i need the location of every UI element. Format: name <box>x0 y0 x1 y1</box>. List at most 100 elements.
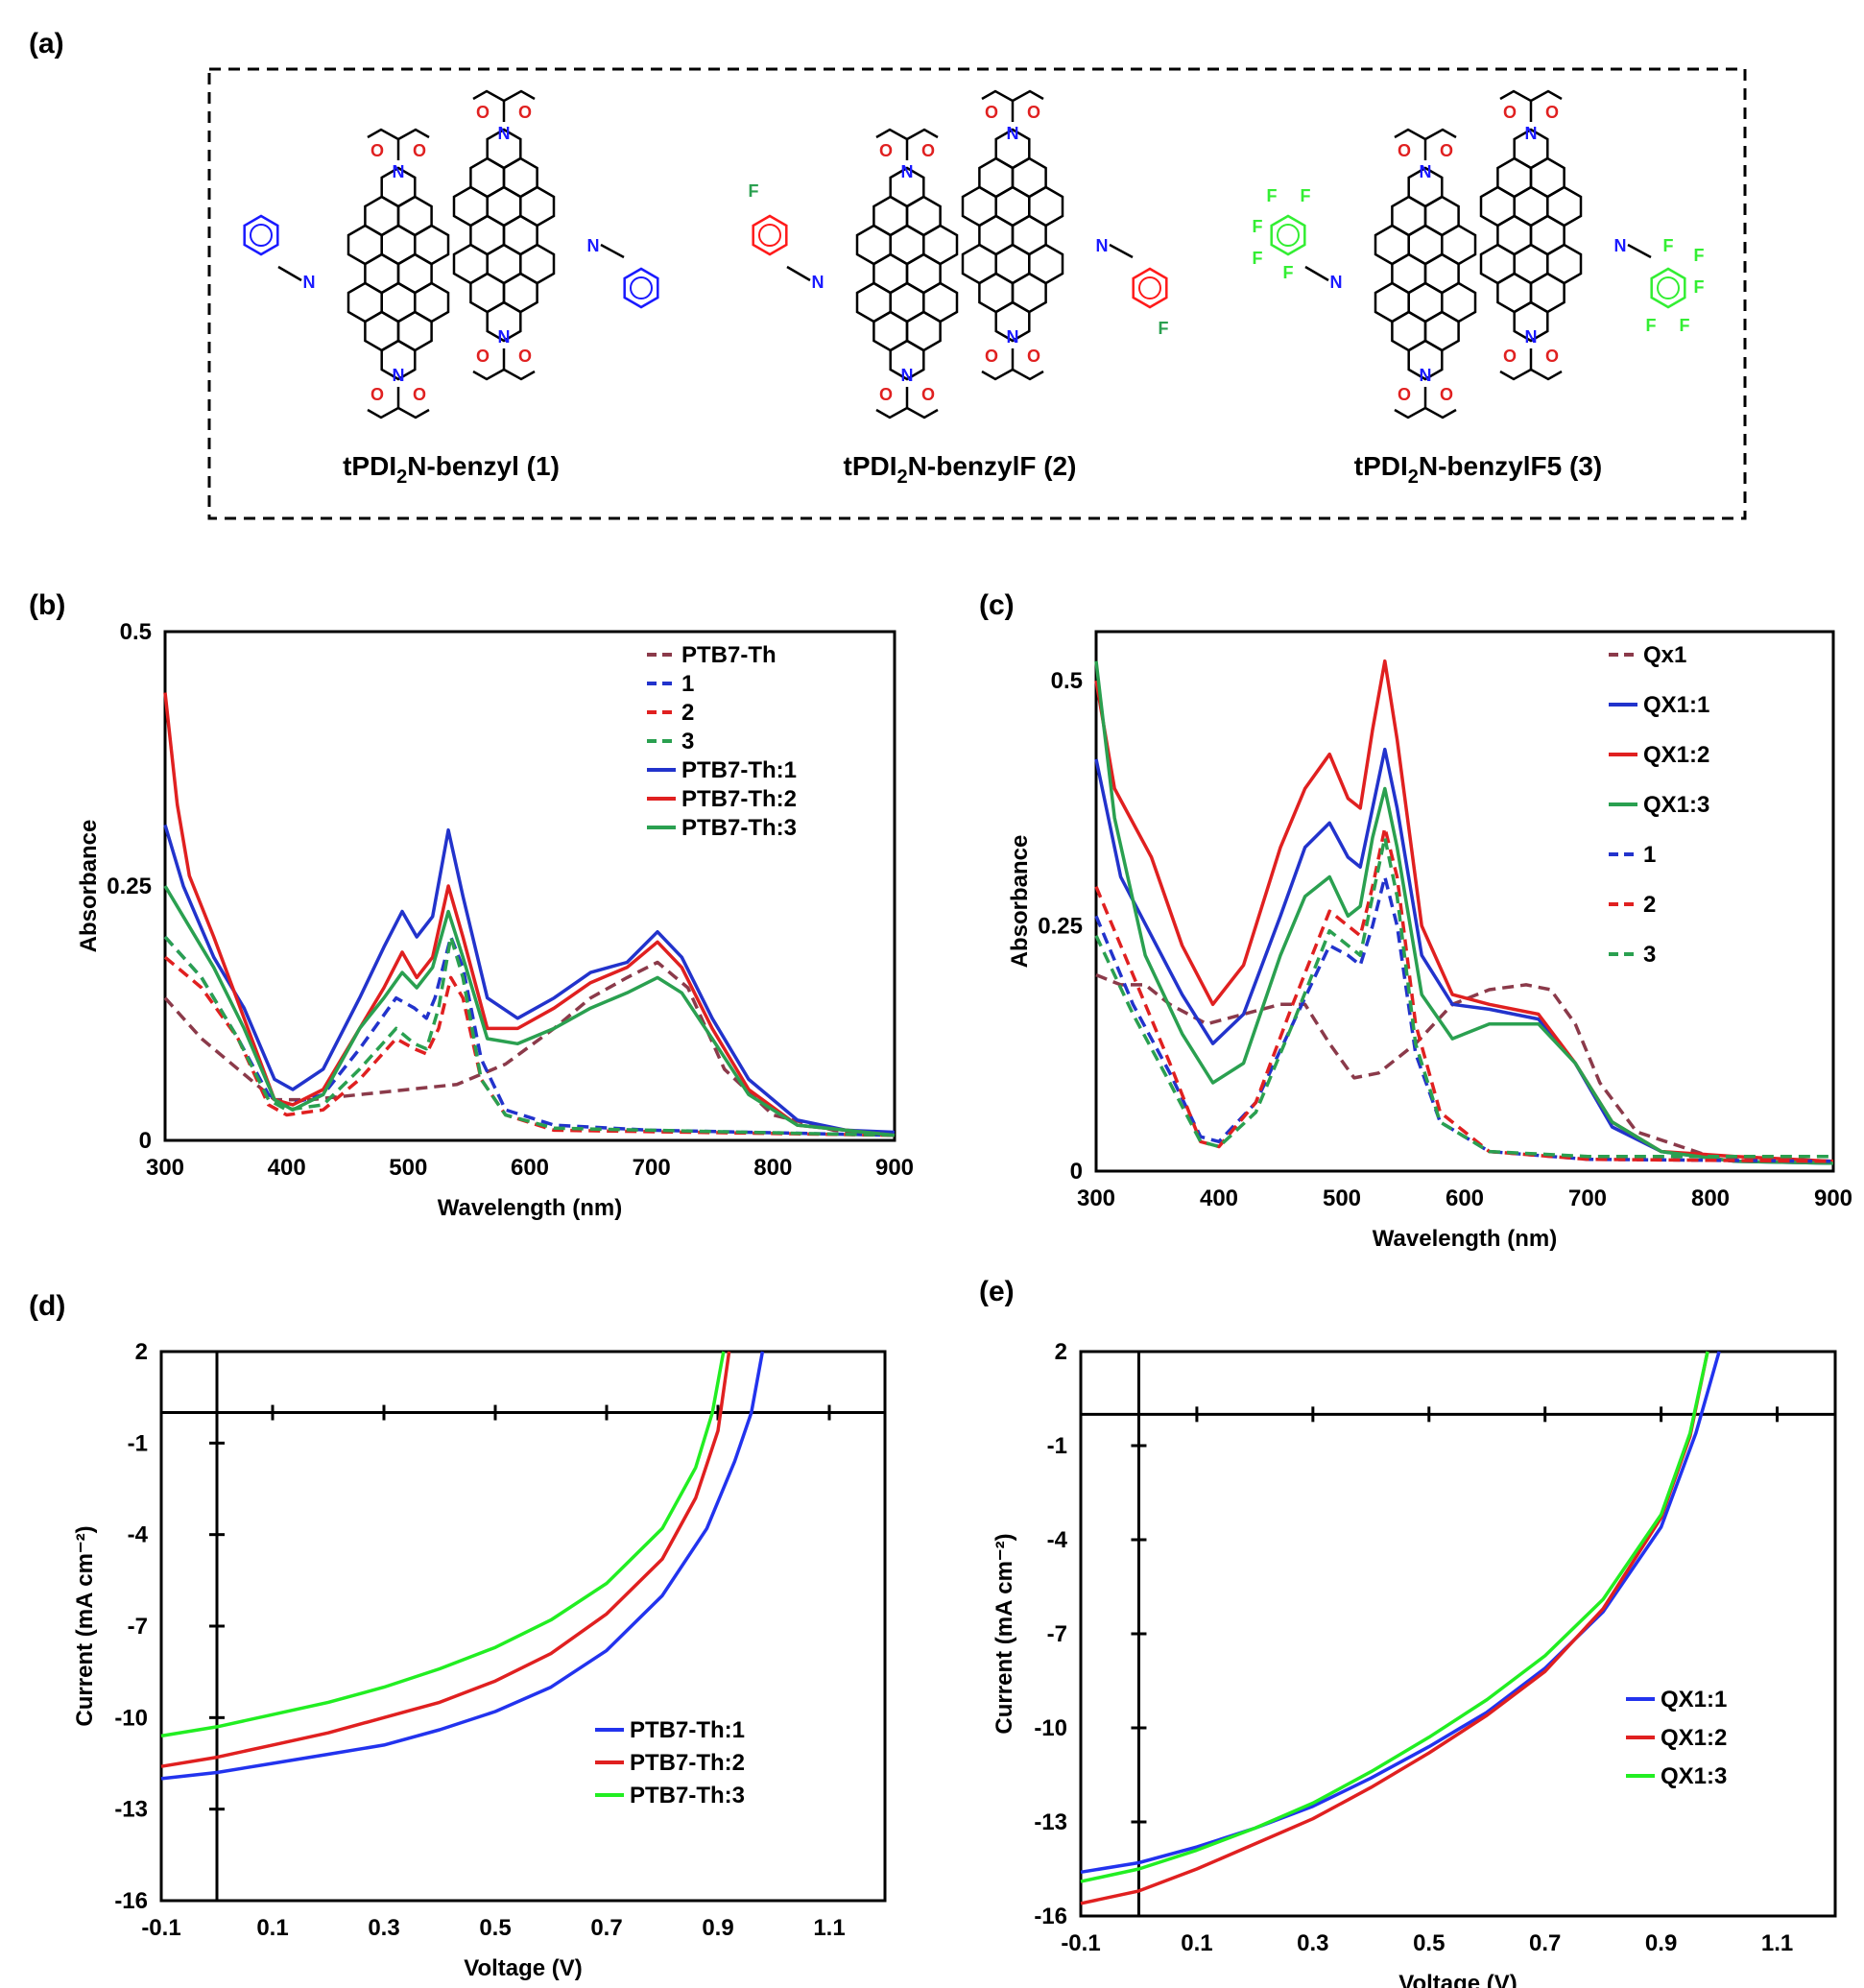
molecule-2-pdi-right-oxygen-bottom-left: O <box>985 347 998 366</box>
molecule-3-pdi-left-oxygen-bottom-left: O <box>1398 385 1411 404</box>
molecule-2-pdi-right-nitrogen-bottom: N <box>1007 327 1019 347</box>
molecule-1-pdi-right-alkyl-bottom <box>472 348 536 381</box>
series-line-d-0 <box>160 1351 765 1781</box>
x-tick-label-e: 1.1 <box>1761 1930 1793 1956</box>
molecule-2-ch2-right <box>1109 243 1134 259</box>
x-tick-label-b: 300 <box>146 1155 184 1181</box>
y-tick-label-c: 0.25 <box>1038 914 1083 940</box>
x-tick-label-b: 800 <box>753 1155 792 1181</box>
x-tick-label-e: 0.1 <box>1181 1930 1212 1956</box>
y-tick-label-d: -1 <box>128 1430 148 1456</box>
molecule-3-pdi-left-oxygen-bottom-right: O <box>1440 385 1453 404</box>
series-line-b-1 <box>163 935 896 1138</box>
molecule-1-pdi-left-alkyl-bottom <box>367 387 430 419</box>
molecule-1-pdi-right-alkyl-top <box>472 89 536 122</box>
x-tick-label-c: 400 <box>1200 1186 1238 1211</box>
series-line-b-4 <box>163 824 896 1135</box>
y-tick-label-c: 0 <box>1070 1159 1083 1185</box>
molecule-3-fluorine-right-3: F <box>1694 246 1705 265</box>
panel-label-c: (c) <box>979 589 1015 621</box>
chart-e: -0.1 0.1 0.3 0.5 0.7 0.9 1.1 2 -1 -4 -7 -10 -13 -16 Vo… <box>992 1339 1837 1988</box>
molecule-3-fluorine-left-4: F <box>1283 263 1294 282</box>
molecule-3-nitrogen-right: N <box>1614 236 1627 255</box>
legend-label-b-6: PTB7-Th:3 <box>681 815 797 841</box>
series-line-c-2 <box>1094 659 1834 1163</box>
plot-frame-e <box>1079 1350 1837 1918</box>
molecule-2-fluorine-left: F <box>749 181 759 201</box>
y-tick-label-c: 0.5 <box>1051 668 1083 694</box>
series-line-c-3 <box>1094 660 1834 1165</box>
series-line-d-2 <box>160 1351 726 1738</box>
legend-label-c-1: QX1:1 <box>1643 692 1709 718</box>
molecule-1-pdi-left-oxygen-top-left: O <box>370 141 384 160</box>
molecule-2-pdi-left-oxygen-top-left: O <box>879 141 893 160</box>
x-tick-label-b: 900 <box>875 1155 914 1181</box>
y-tick-label-b: 0.25 <box>107 874 152 899</box>
x-tick-label-d: 0.1 <box>256 1915 288 1941</box>
x-axis-label-d: Voltage (V) <box>464 1955 583 1981</box>
molecule-3-pdi-right-oxygen-top-right: O <box>1545 103 1559 122</box>
molecule-1-pdi-left-nitrogen-top: N <box>393 162 405 181</box>
molecule-1-nitrogen-left: N <box>303 273 316 292</box>
molecule-3-pdi-left-alkyl-top <box>1394 128 1457 160</box>
legend-label-b-2: 2 <box>681 700 694 726</box>
molecule-3-pdi-right-oxygen-top-left: O <box>1503 103 1517 122</box>
molecule-2-pdi-right-oxygen-top-right: O <box>1027 103 1040 122</box>
molecule-box <box>207 67 1747 520</box>
molecule-1-ch2-right <box>600 243 625 259</box>
molecule-3-pdi-right-nitrogen-bottom: N <box>1525 327 1538 347</box>
molecule-1-nitrogen-right: N <box>587 236 600 255</box>
molecule-2-pdi-right-oxygen-top-left: O <box>985 103 998 122</box>
chart-b: 300 400 500 600 700 800 900 0 0.25 0.5 Wavelength … <box>76 619 914 1221</box>
plot-frame-d <box>159 1350 887 1903</box>
molecule-3-benzyl-left <box>1270 214 1306 256</box>
series-line-e-2 <box>1080 1351 1709 1883</box>
legend-label-c-5: 2 <box>1643 892 1656 918</box>
molecule-2-pdi-right-alkyl-bottom <box>981 348 1044 381</box>
molecule-1-pdi-left-alkyl-top <box>367 128 430 160</box>
molecule-caption-3: tPDI2N-benzylF5 (3) <box>1354 451 1602 488</box>
molecule-3-benzyl-left-aromatic <box>1277 224 1300 247</box>
y-axis-label-e: Current (mA cm⁻²) <box>992 1533 1017 1734</box>
molecule-1-pdi-left-oxygen-bottom-right: O <box>413 385 426 404</box>
legend-label-c-2: QX1:2 <box>1643 742 1709 768</box>
series-line-c-6 <box>1094 835 1833 1159</box>
molecule-3-benzyl-right <box>1650 267 1686 309</box>
molecule-2-benzyl-right-aromatic <box>1138 276 1161 299</box>
molecule-1-pdi-right-nitrogen-bottom: N <box>498 327 511 347</box>
legend-label-d-1: PTB7-Th:2 <box>630 1750 745 1776</box>
legend-label-b-1: 1 <box>681 671 694 697</box>
legend-label-b-5: PTB7-Th:2 <box>681 786 797 812</box>
molecule-1-benzyl-left <box>243 214 279 256</box>
molecule-1-benzyl-right-aromatic <box>630 276 653 299</box>
molecule-3-ch2-right <box>1627 243 1652 259</box>
series-line-b-3 <box>163 935 896 1138</box>
molecule-1-ch2-left <box>277 265 302 282</box>
x-axis-label-e: Voltage (V) <box>1398 1971 1517 1988</box>
y-tick-label-e: -1 <box>1047 1433 1067 1459</box>
series-line-c-1 <box>1094 747 1834 1165</box>
molecule-2-pdi-right-alkyl-top <box>981 89 1044 122</box>
molecule-1-pdi-left-ring <box>380 339 417 381</box>
chart-c: 300 400 500 600 700 800 900 0 0.25 0.5 Wavelength … <box>1007 630 1852 1252</box>
x-tick-label-e: 0.9 <box>1645 1930 1677 1956</box>
x-tick-label-b: 400 <box>268 1155 306 1181</box>
legend-label-b-0: PTB7-Th <box>681 642 777 668</box>
y-tick-label-e: -7 <box>1047 1621 1067 1647</box>
molecule-1-benzyl-right <box>623 267 659 309</box>
panel-label-b: (b) <box>29 589 65 621</box>
molecule-2-nitrogen-left: N <box>812 273 824 292</box>
x-tick-label-c: 700 <box>1568 1186 1607 1211</box>
molecule-2-benzyl-left <box>752 214 788 256</box>
molecule-3-ch2-left <box>1304 265 1329 282</box>
molecule-3-pdi-right-nitrogen-top: N <box>1525 124 1538 143</box>
panel-label-e: (e) <box>979 1276 1015 1307</box>
molecule-caption-1: tPDI2N-benzyl (1) <box>343 451 560 488</box>
y-axis-label-c: Absorbance <box>1007 835 1033 969</box>
x-tick-label-e: 0.5 <box>1413 1930 1445 1956</box>
